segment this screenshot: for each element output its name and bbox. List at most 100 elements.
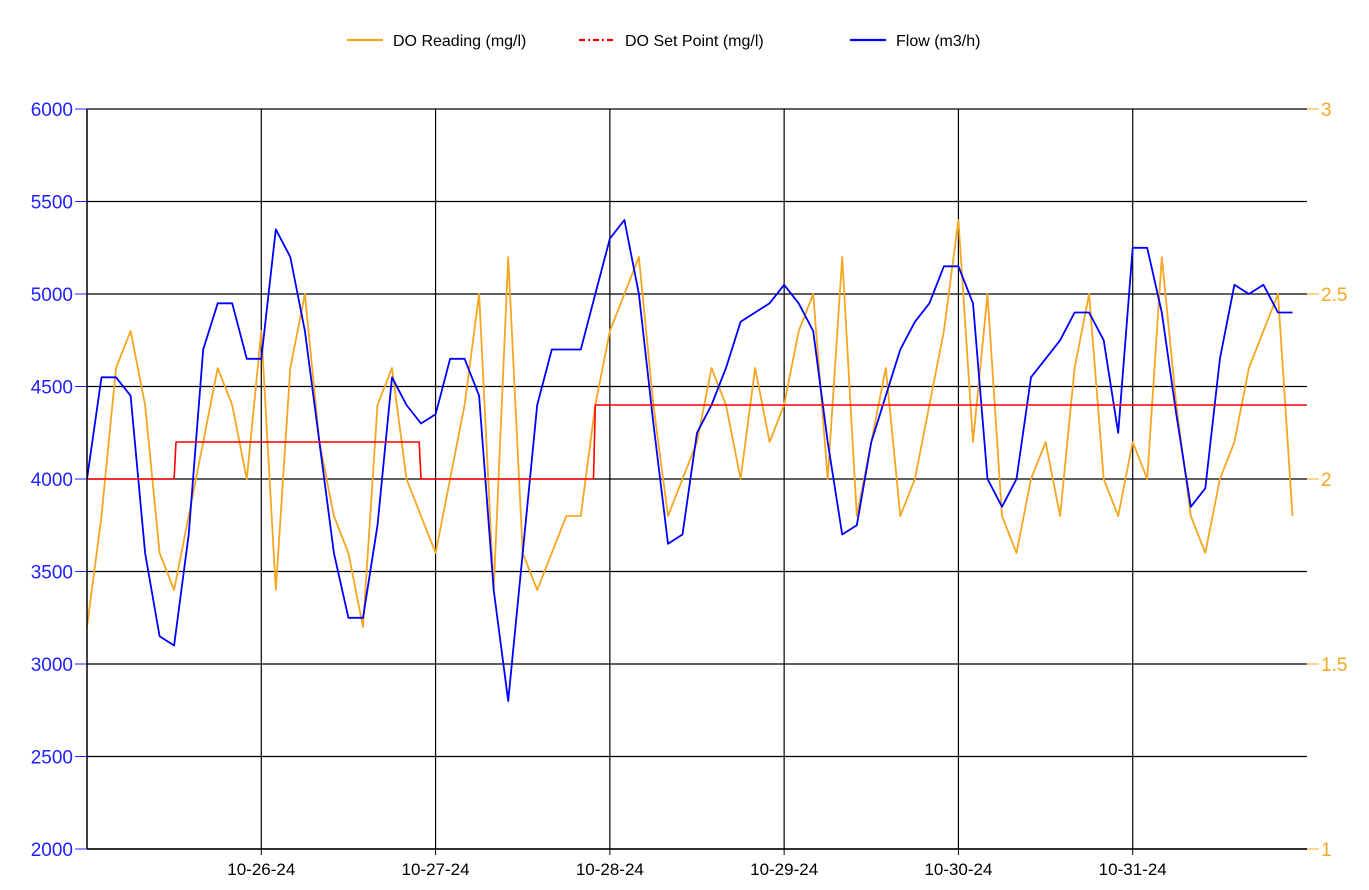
series-line-flow-m3-h <box>86 219 1293 702</box>
data-point <box>464 358 465 359</box>
data-point <box>420 423 421 424</box>
data-point <box>174 589 175 590</box>
left-tick-label: 6000 <box>31 100 73 121</box>
data-point <box>987 293 988 294</box>
data-point <box>755 367 756 368</box>
data-point <box>1045 441 1046 442</box>
data-point <box>420 515 421 516</box>
data-point <box>1074 367 1075 368</box>
data-point <box>711 367 712 368</box>
data-point <box>1234 441 1235 442</box>
data-point <box>304 293 305 294</box>
x-axis-ticks: 10-26-24 10-27-24 10-28-24 10-29-24 10-30-24… <box>227 849 1167 879</box>
data-point <box>1118 432 1119 433</box>
data-point <box>958 219 959 220</box>
data-point <box>914 321 915 322</box>
data-point <box>1190 515 1191 516</box>
data-point <box>203 349 204 350</box>
data-point <box>1001 506 1002 507</box>
data-point <box>304 330 305 331</box>
data-point <box>972 441 973 442</box>
data-point <box>217 303 218 304</box>
data-point <box>943 330 944 331</box>
data-point <box>377 525 378 526</box>
data-point <box>1147 478 1148 479</box>
data-point <box>1001 515 1002 516</box>
x-tick-label: 10-28-24 <box>576 860 644 879</box>
data-point <box>566 515 567 516</box>
data-point <box>115 367 116 368</box>
data-point <box>885 395 886 396</box>
left-tick-label: 2500 <box>31 748 73 769</box>
data-point <box>159 636 160 637</box>
data-point <box>1030 377 1031 378</box>
data-point <box>232 303 233 304</box>
data-point <box>1176 414 1177 415</box>
right-tick-label: 1.5 <box>1321 655 1347 676</box>
data-point <box>246 478 247 479</box>
x-tick-label: 10-29-24 <box>750 860 818 879</box>
data-point <box>798 330 799 331</box>
data-point <box>595 293 596 294</box>
data-point <box>362 626 363 627</box>
data-point <box>217 367 218 368</box>
legend-label: Flow (m3/h) <box>896 33 980 50</box>
data-point <box>725 367 726 368</box>
data-point <box>580 515 581 516</box>
data-point <box>435 414 436 415</box>
data-point <box>348 617 349 618</box>
data-point <box>1147 247 1148 248</box>
legend-label: DO Reading (mg/l) <box>393 33 526 50</box>
data-point <box>464 404 465 405</box>
data-point <box>871 441 872 442</box>
data-point <box>972 303 973 304</box>
data-point <box>580 349 581 350</box>
data-point <box>1103 478 1104 479</box>
left-tick-label: 3500 <box>31 563 73 584</box>
left-tick-label: 3000 <box>31 655 73 676</box>
legend-label: DO Set Point (mg/l) <box>625 33 764 50</box>
data-point <box>1074 312 1075 313</box>
legend: DO Reading (mg/l) DO Set Point (mg/l) Flow… <box>347 33 980 50</box>
data-point <box>566 349 567 350</box>
data-point <box>232 404 233 405</box>
data-point <box>609 330 610 331</box>
data-point <box>1234 284 1235 285</box>
data-point <box>275 229 276 230</box>
data-point <box>130 330 131 331</box>
data-point <box>290 256 291 257</box>
data-point <box>333 515 334 516</box>
data-point <box>406 478 407 479</box>
data-point <box>261 358 262 359</box>
data-point <box>145 552 146 553</box>
data-point <box>420 478 421 479</box>
right-tick-label: 3 <box>1321 100 1332 121</box>
data-point <box>261 330 262 331</box>
data-point <box>1132 247 1133 248</box>
data-point <box>827 441 828 442</box>
series-layer <box>86 219 1307 702</box>
x-tick-label: 10-26-24 <box>227 860 295 879</box>
data-point <box>929 303 930 304</box>
data-point <box>900 515 901 516</box>
data-point <box>1089 312 1090 313</box>
data-point <box>246 358 247 359</box>
data-point <box>682 478 683 479</box>
data-point <box>784 284 785 285</box>
data-point <box>653 423 654 424</box>
data-point <box>1205 488 1206 489</box>
data-point <box>1219 358 1220 359</box>
data-point <box>479 293 480 294</box>
data-point <box>391 377 392 378</box>
data-point <box>827 478 828 479</box>
data-point <box>508 700 509 701</box>
data-point <box>188 515 189 516</box>
data-point <box>377 404 378 405</box>
data-point <box>522 552 523 553</box>
data-point <box>275 589 276 590</box>
right-tick-label: 2 <box>1321 470 1332 491</box>
data-point <box>537 404 538 405</box>
data-point <box>638 256 639 257</box>
data-point <box>740 321 741 322</box>
